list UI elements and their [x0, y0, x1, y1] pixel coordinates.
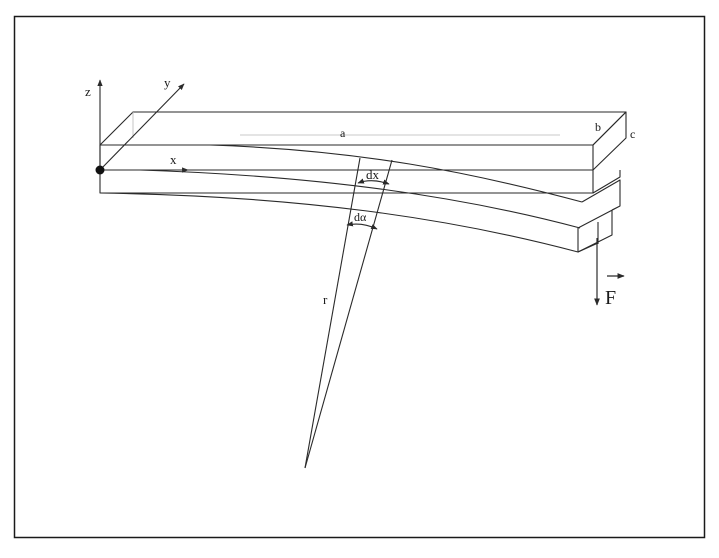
coordinate-axes [97, 79, 189, 173]
x-axis-label: x [170, 152, 177, 167]
radius-label: r [323, 292, 328, 307]
length-label: a [340, 126, 346, 140]
radius-line-right [304, 159, 393, 469]
width-label: b [595, 120, 601, 134]
deflected-top-curve [209, 144, 583, 203]
force-arrow [594, 238, 625, 306]
radius-line-left [304, 157, 361, 469]
figure-frame [13, 15, 706, 539]
deflected-mid-curve [139, 169, 581, 229]
thickness-label: c [630, 127, 635, 141]
z-axis-label: z [85, 84, 91, 99]
beam-lower-strip [99, 170, 594, 194]
curvature-lines [304, 157, 393, 469]
beam-top-face [99, 111, 627, 146]
beam-end-face [592, 111, 627, 171]
dx-arc [357, 178, 390, 185]
deflected-end-block [577, 179, 621, 253]
deflected-beam [99, 144, 621, 253]
force-label: F [605, 287, 616, 309]
origin-point [95, 165, 105, 175]
y-axis [99, 83, 185, 171]
y-axis-label: y [164, 75, 171, 90]
deflected-bottom-curve [99, 192, 579, 253]
beam [99, 111, 627, 194]
dx-label: dx [366, 167, 380, 182]
dalpha-label: dα [354, 210, 367, 224]
dalpha-arc [346, 221, 378, 230]
